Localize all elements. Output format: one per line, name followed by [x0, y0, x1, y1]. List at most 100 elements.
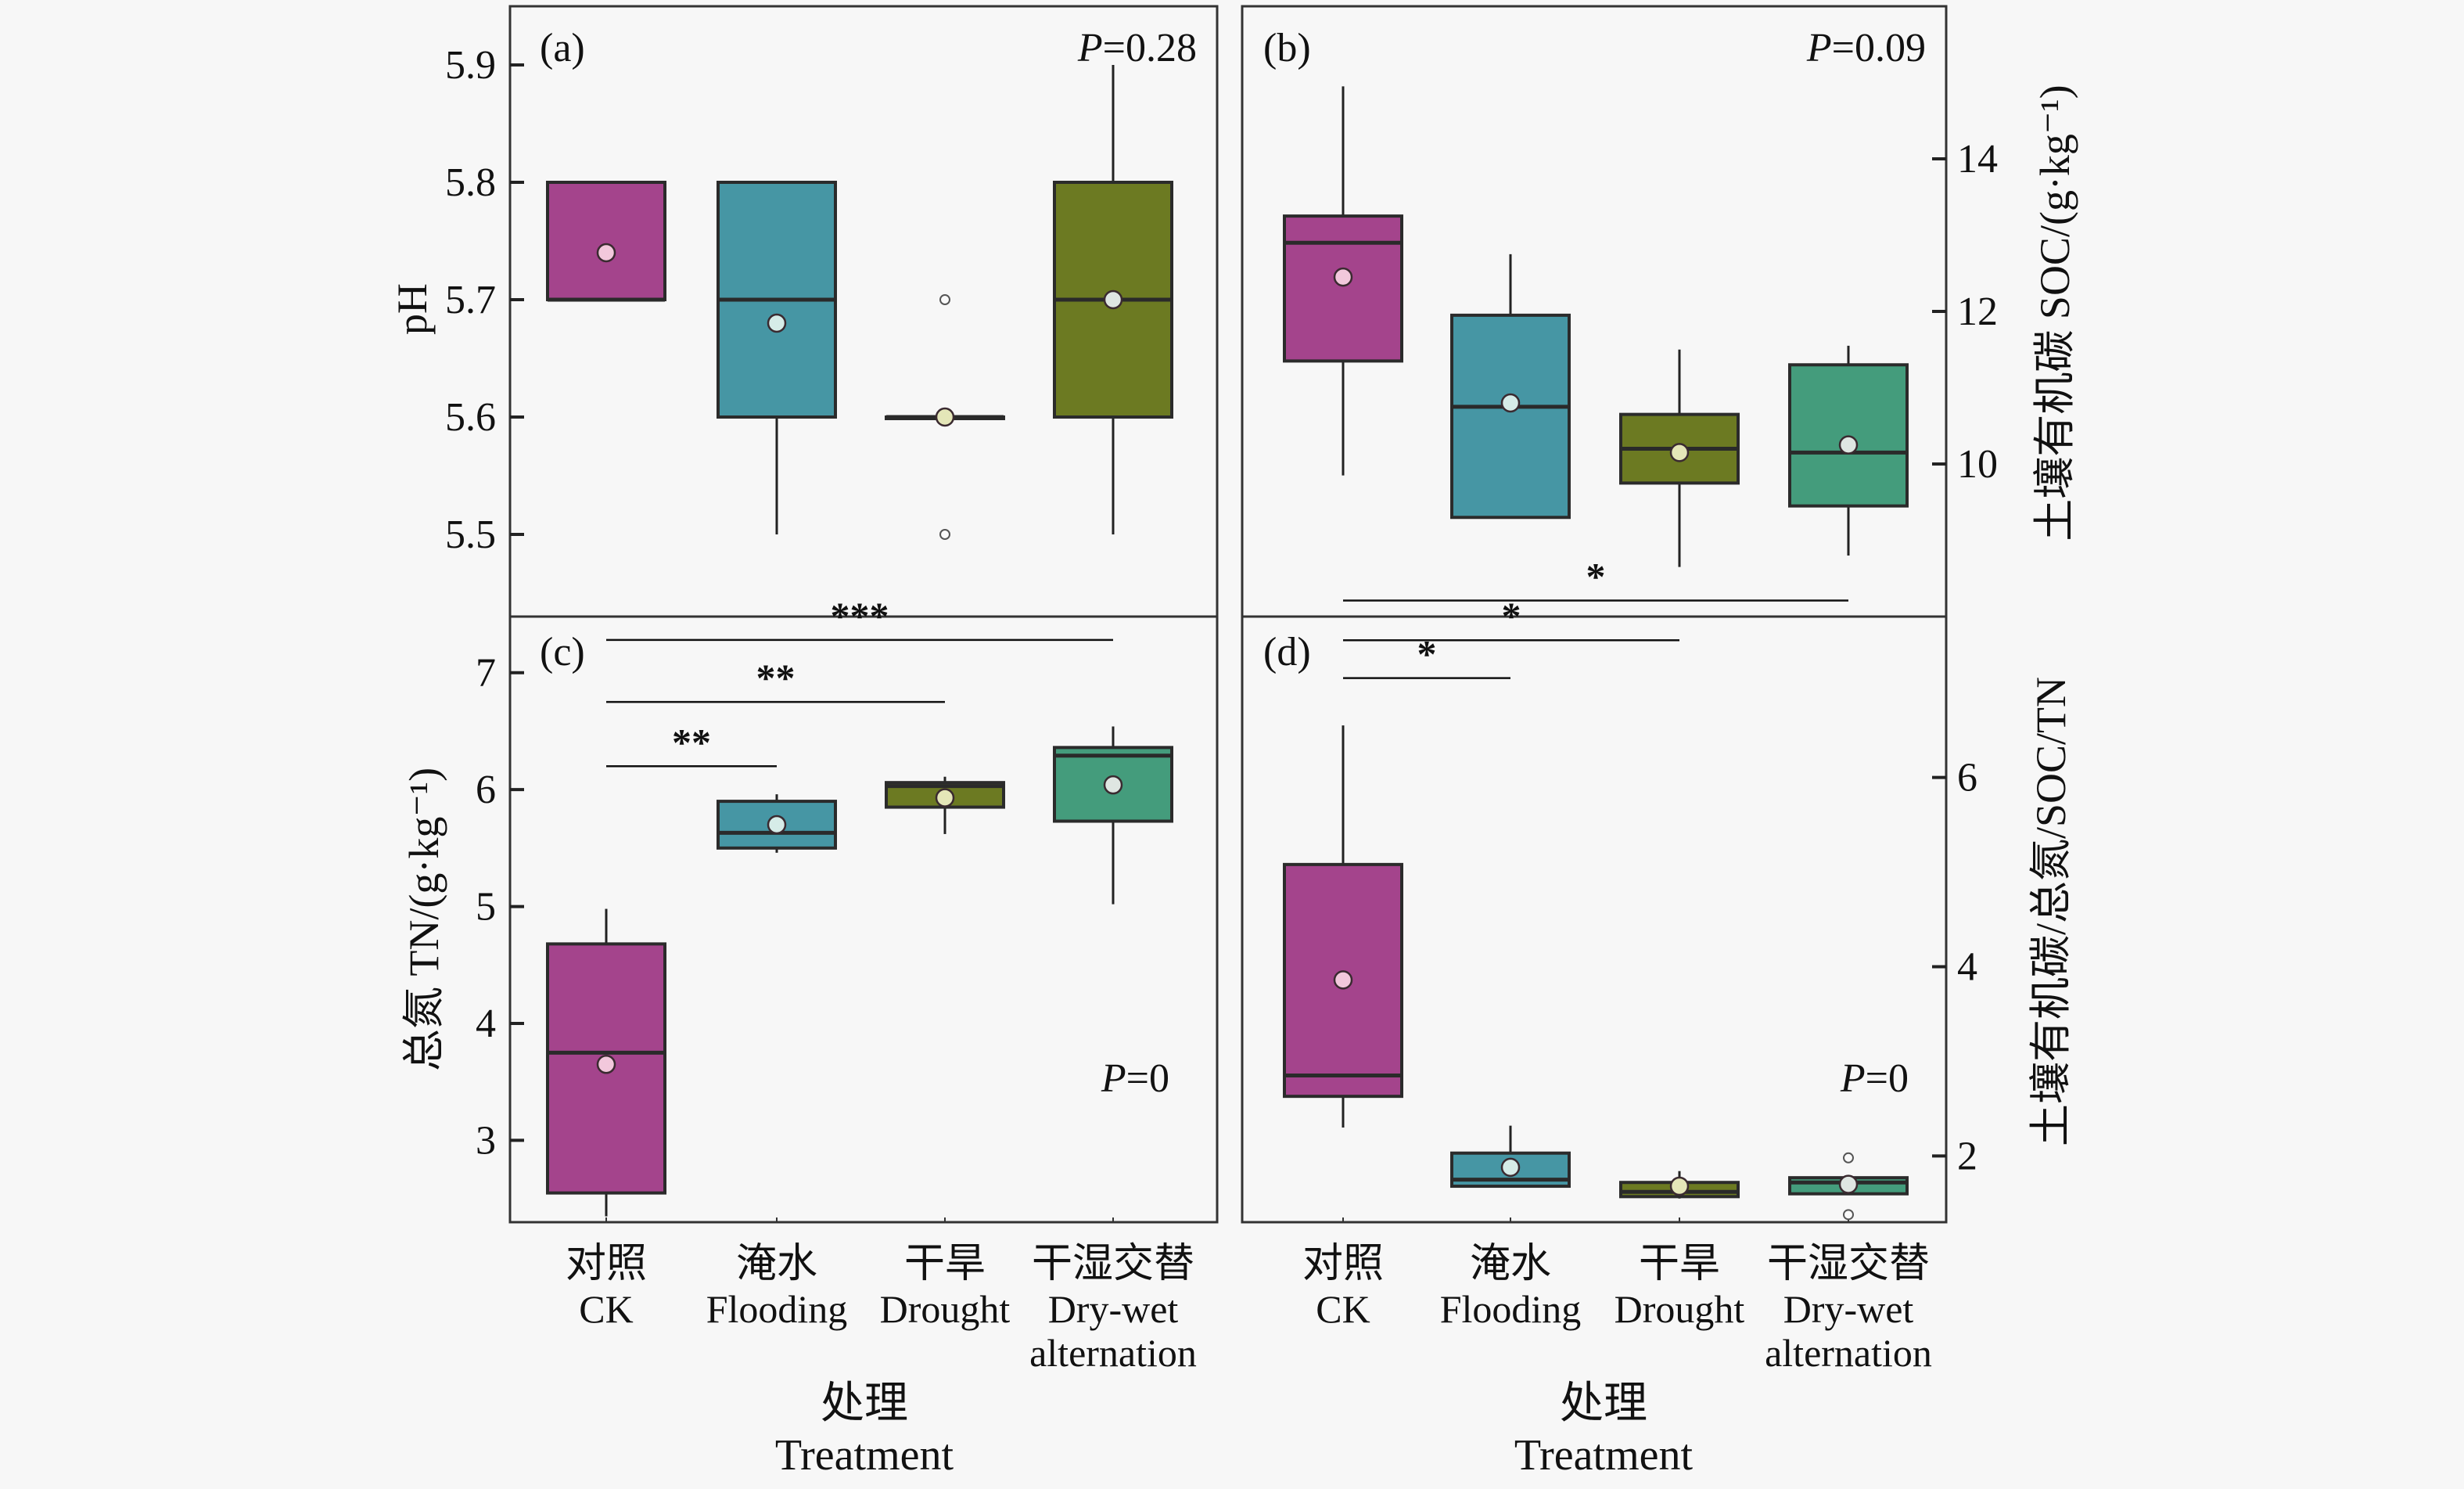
x-tick-label-zh: 淹水: [736, 1242, 817, 1286]
y-tick-label: 6: [476, 768, 496, 812]
x-tick-label-zh: 对照: [566, 1242, 647, 1286]
mean-marker: [1669, 1176, 1690, 1196]
x-tick-label-en-line2: alternation: [1029, 1331, 1197, 1375]
y-tick-label: 14: [1957, 137, 1998, 182]
y-tick-label: 5: [476, 885, 496, 930]
box-dry-wet-alternation: [1053, 65, 1173, 534]
pvalue-value: =0.28: [1103, 26, 1197, 70]
pvalue-symbol: P: [1101, 1056, 1126, 1101]
box-iqr: [546, 181, 666, 301]
significance-label: **: [672, 720, 711, 764]
box-drought: [885, 776, 1005, 834]
significance-label: ***: [831, 594, 889, 638]
pvalue-value: =0.09: [1832, 26, 1926, 70]
y-tick-label: 12: [1957, 290, 1998, 334]
mean-marker: [1333, 970, 1353, 990]
y-tick-label: 5.9: [445, 43, 496, 88]
panel-a-boxes: [546, 65, 1173, 540]
mean-marker: [596, 243, 616, 263]
y-tick-label: 5.6: [445, 395, 496, 440]
y-tick-label: 4: [1957, 944, 1977, 989]
panel-a-pvalue: P=0.28: [1077, 26, 1197, 70]
panel-b-ylabel: 土壤有机碳 SOC/(g·kg⁻¹): [2031, 85, 2078, 541]
panel-b-yticks: 10 12 14: [1932, 137, 1998, 487]
pvalue-symbol: P: [1840, 1056, 1866, 1101]
box-flooding: [717, 181, 837, 534]
x-tick-label-zh: 干湿交替: [1032, 1242, 1194, 1286]
x-tick-label-zh: 干旱: [1639, 1242, 1720, 1286]
x-tick-label-en: Flooding: [706, 1287, 848, 1331]
box-iqr: [1450, 313, 1571, 520]
panel-c-boxes: [546, 726, 1173, 1217]
significance-label: *: [1586, 554, 1606, 598]
outlier-point: [1843, 1209, 1854, 1221]
panel-c-significance: *******: [606, 594, 1113, 768]
box-dry-wet-alternation: [1053, 726, 1173, 905]
x-tick-label-en: Dry-wet: [1783, 1287, 1914, 1331]
outlier-point: [939, 529, 950, 540]
pvalue-value: =0: [1126, 1056, 1169, 1101]
box-ck: [1283, 725, 1403, 1128]
mean-marker: [1333, 267, 1353, 287]
pvalue-symbol: P: [1806, 26, 1832, 70]
mean-marker: [596, 1055, 616, 1074]
x-axis-title-en: Treatment: [775, 1431, 954, 1480]
mean-marker: [1838, 435, 1859, 455]
x-tick-label-en: CK: [579, 1287, 633, 1331]
x-axis-title-zh: 处理: [821, 1379, 908, 1428]
pvalue-value: =0: [1866, 1056, 1909, 1101]
mean-marker: [767, 815, 787, 835]
x-tick-label-zh: 淹水: [1470, 1242, 1551, 1286]
y-tick-label: 10: [1957, 442, 1998, 487]
significance-label: **: [756, 656, 796, 700]
x-tick-label-zh: 干湿交替: [1767, 1242, 1930, 1286]
y-tick-label: 2: [1957, 1134, 1977, 1178]
mean-marker: [935, 407, 955, 427]
panel-b-boxes: [1283, 86, 1909, 567]
x-tick-label-en: Flooding: [1440, 1287, 1582, 1331]
x-tick-label-en: Dry-wet: [1048, 1287, 1179, 1331]
x-axis-right: 对照 淹水 干旱 干湿交替 CK Flooding Drought Dry-we…: [1302, 1242, 1932, 1480]
box-ck: [1283, 86, 1403, 476]
box-iqr: [1283, 214, 1403, 363]
x-tick-label-zh: 干旱: [904, 1242, 986, 1286]
panel-d-label: (d): [1263, 630, 1311, 674]
x-tick-label-en: Drought: [1615, 1287, 1745, 1331]
mean-marker: [1500, 393, 1521, 413]
mean-marker: [1103, 290, 1123, 310]
panel-c-label: (c): [540, 630, 585, 674]
x-tick-label-en: Drought: [880, 1287, 1011, 1331]
box-flooding: [717, 794, 837, 853]
mean-marker: [1103, 775, 1123, 795]
mean-marker: [935, 788, 955, 807]
box-drought: [1619, 349, 1740, 567]
y-tick-label: 7: [476, 651, 496, 696]
x-axis-title-zh: 处理: [1560, 1379, 1647, 1428]
y-tick-label: 6: [1957, 756, 1977, 800]
mean-marker: [1500, 1157, 1521, 1178]
panel-c-ylabel: 总氮 TN/(g·kg⁻¹): [400, 768, 447, 1071]
panel-c-pvalue: P=0: [1101, 1056, 1169, 1101]
x-axis-title-en: Treatment: [1514, 1431, 1694, 1480]
panel-d-yticks: 2 4 6: [1342, 756, 1977, 1222]
panel-a-yticks: 5.5 5.6 5.7 5.8 5.9: [445, 43, 524, 557]
box-drought: [885, 294, 1005, 540]
panel-d-significance: ***: [1343, 554, 1848, 679]
panel-c-yticks: 3 4 5 6 7: [476, 651, 1114, 1222]
y-tick-label: 5.5: [445, 513, 496, 557]
mean-marker: [1838, 1174, 1859, 1194]
x-tick-label-en: CK: [1316, 1287, 1370, 1331]
significance-label: *: [1417, 632, 1437, 676]
box-ck: [546, 181, 666, 302]
panel-d-pvalue: P=0: [1840, 1056, 1909, 1101]
panel-d-frame: [1241, 615, 1948, 1224]
box-drought: [1619, 1171, 1740, 1199]
panel-d-boxes: [1283, 725, 1909, 1221]
x-tick-label-zh: 对照: [1302, 1242, 1384, 1286]
box-dry-wet-alternation: [1788, 345, 1909, 556]
panel-d: (d) P=0 246 *** 土壤有机碳/总氮/SOC/TN: [1241, 554, 2074, 1224]
panel-b-label: (b): [1263, 26, 1311, 70]
panel-a-label: (a): [540, 26, 585, 70]
outlier-point: [939, 294, 950, 305]
